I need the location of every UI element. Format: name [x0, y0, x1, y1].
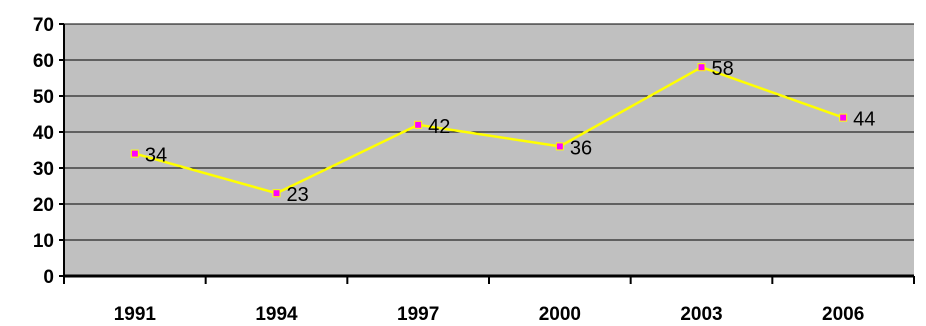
- y-tick-label: 0: [43, 267, 54, 288]
- x-tick-label: 1997: [397, 304, 439, 325]
- y-tick-label: 60: [33, 51, 54, 72]
- data-label: 44: [853, 109, 875, 131]
- plot-area: [64, 24, 914, 276]
- data-point-marker: [555, 142, 564, 151]
- y-tick-label: 40: [33, 123, 54, 144]
- data-point-marker: [272, 189, 281, 198]
- series-markers: [130, 63, 848, 198]
- data-labels: 34 23 42 36 58 44: [145, 58, 876, 206]
- y-tick-label: 10: [33, 231, 54, 252]
- data-label: 34: [145, 145, 167, 167]
- y-tick-label: 30: [33, 159, 54, 180]
- series-line: [134, 65, 844, 195]
- x-tick-label: 2003: [680, 304, 722, 325]
- data-label: 36: [570, 137, 592, 159]
- gridlines: [64, 23, 914, 241]
- y-axis-tick-labels: 0 10 20 30 40 50 60 70: [33, 15, 54, 288]
- x-axis-tick-labels: 1991 1994 1997 2000 2003 2006: [114, 304, 865, 325]
- data-point-marker: [839, 113, 848, 122]
- data-label: 42: [428, 116, 450, 138]
- y-tick-label: 70: [33, 15, 54, 36]
- y-tick-label: 20: [33, 195, 54, 216]
- data-label: 23: [287, 184, 309, 206]
- y-tick-label: 50: [33, 87, 54, 108]
- x-tick-label: 2000: [539, 304, 581, 325]
- x-tick-label: 2006: [822, 304, 864, 325]
- series-line-group: [134, 65, 844, 195]
- data-label: 58: [712, 58, 734, 80]
- data-point-marker: [130, 149, 139, 158]
- data-point-marker: [414, 120, 423, 129]
- x-tick-label: 1994: [255, 304, 298, 325]
- data-point-marker: [697, 63, 706, 72]
- x-axis-ticks: [63, 276, 915, 284]
- x-tick-label: 1991: [114, 304, 157, 325]
